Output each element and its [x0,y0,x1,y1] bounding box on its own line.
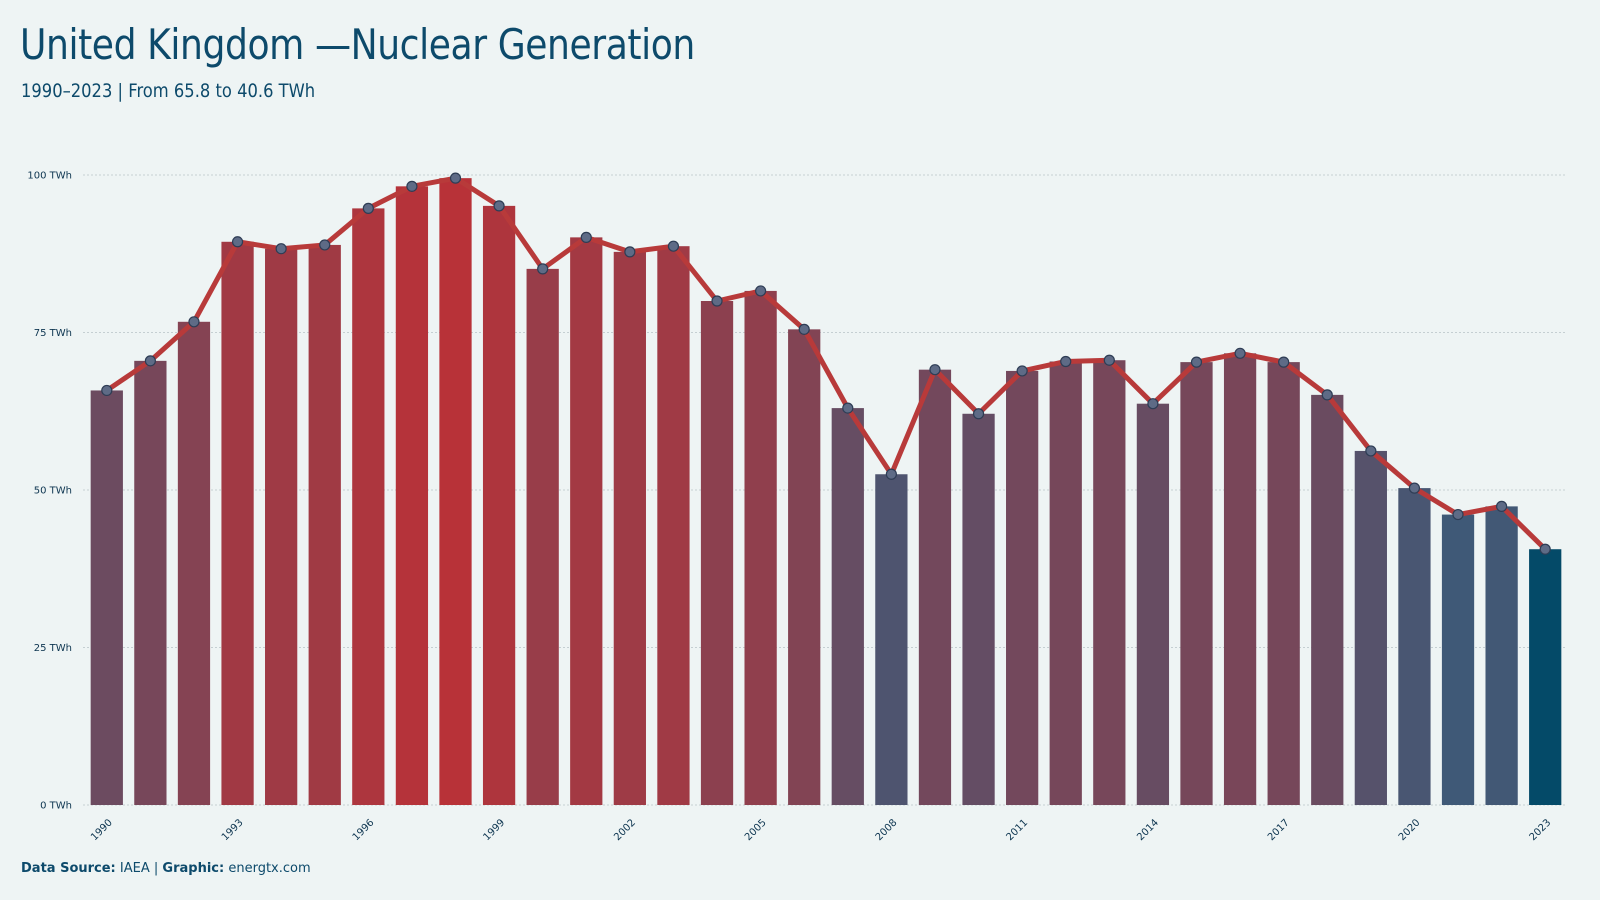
data-point [755,285,767,297]
data-point [319,239,331,251]
data-point [1452,508,1464,521]
data-point [144,355,156,367]
graphic-label: Graphic: [162,861,225,876]
y-tick-label: 25 TWh [34,643,72,654]
data-point [275,243,287,255]
data-point [1190,356,1203,368]
chart-subtitle: 1990–2023 | From 65.8 to 40.6 TWh [21,80,316,102]
data-point [580,231,592,243]
data-point [1321,389,1333,401]
data-point [449,172,462,184]
x-tick-label: 2014 [1135,817,1161,843]
data-point [1234,347,1246,359]
x-tick-label: 1996 [351,817,377,843]
data-point [1408,482,1421,494]
data-point [972,408,985,420]
x-tick-label: 1993 [220,817,246,843]
data-point [711,295,723,307]
data-point [885,468,897,480]
source-value: IAEA [119,861,150,876]
data-point [231,236,244,248]
data-point [362,202,374,214]
data-point [1496,500,1508,512]
footer-credits: Data Source: IAEA | Graphic: energtx.com [21,861,311,876]
bar [962,413,995,805]
data-point [1016,365,1028,377]
bar [308,244,341,805]
x-tick-label: 2005 [743,817,769,843]
bar [831,408,864,805]
source-label: Data Source: [21,861,116,876]
chart-title: United Kingdom —Nuclear Generation [20,20,695,69]
data-point [929,364,941,376]
bar [134,360,167,805]
x-tick-label: 2017 [1266,817,1292,843]
bar [1223,353,1257,805]
data-point [1147,398,1159,410]
x-tick-label: 2011 [1004,817,1030,843]
data-point [842,402,854,414]
data-point [1278,356,1290,368]
bar [570,237,603,805]
bar [875,474,908,805]
x-tick-label: 1999 [481,817,507,843]
y-tick-label: 50 TWh [34,486,72,497]
bar [1485,506,1518,805]
bar [1354,450,1387,805]
data-point [624,246,636,258]
data-point [537,263,549,275]
data-point [1365,445,1377,457]
data-point [493,200,505,212]
x-tick-label: 2020 [1397,817,1423,843]
trend-line [104,175,1548,552]
bar [788,329,821,805]
footer-separator: | [153,861,159,876]
bar [90,390,123,805]
y-tick-label: 75 TWh [34,328,72,339]
y-tick-label: 100 TWh [27,171,72,182]
x-tick-label: 2023 [1528,817,1554,843]
bar [1180,362,1213,805]
bar [1441,514,1475,805]
data-point [101,384,113,397]
bar [221,241,254,805]
data-point [798,323,810,335]
x-tick-label: 2002 [612,817,638,843]
x-tick-label: 2008 [874,817,900,843]
data-point [1539,543,1551,555]
bar [613,251,646,806]
bar [744,290,777,805]
bar [265,248,298,805]
bar [352,208,385,805]
data-point [406,180,418,192]
bar [395,186,429,806]
bar [1267,362,1300,805]
graphic-value: energtx.com [228,861,311,876]
y-tick-label: 0 TWh [40,801,72,812]
bar [657,246,690,805]
bar [177,321,211,805]
bar [482,205,516,805]
data-point [1060,355,1072,368]
bar [1093,360,1126,805]
bar [1136,403,1170,805]
bar [1398,488,1431,805]
x-tick-label: 1990 [89,817,115,843]
bar [1006,370,1039,805]
bar [1529,549,1562,805]
bar [526,268,559,805]
data-point [1103,354,1115,366]
data-point [188,316,200,328]
data-point [667,240,680,252]
bar [1311,394,1344,805]
bar [700,301,734,805]
bar [439,178,472,805]
bar [1049,361,1082,805]
bar [918,369,952,805]
